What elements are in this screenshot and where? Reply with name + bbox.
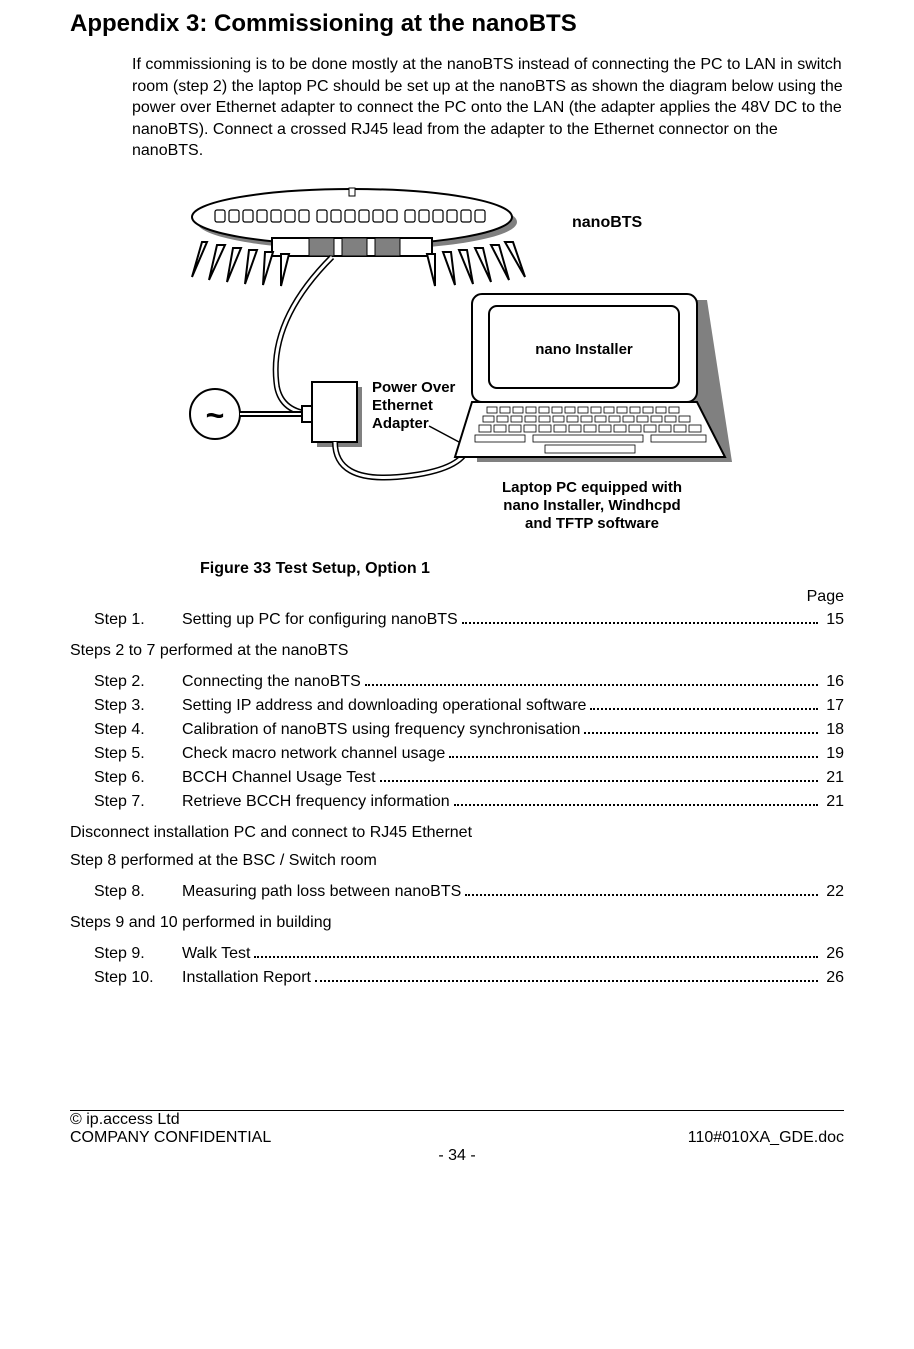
step-number: Step 5.	[94, 742, 182, 766]
toc-row: Step 5. Check macro network channel usag…	[94, 742, 844, 766]
toc-row: Step 9. Walk Test 26	[94, 942, 844, 966]
step-page: 21	[822, 766, 844, 790]
adapter-label-2: Ethernet	[372, 397, 433, 414]
leader-dots-icon	[365, 672, 818, 686]
footer-confidential: COMPANY CONFIDENTIAL	[70, 1129, 271, 1147]
adapter-leader-icon	[429, 426, 459, 442]
svg-text:~: ~	[206, 397, 225, 433]
section-note: Steps 9 and 10 performed in building	[70, 914, 844, 932]
section-note: Step 8 performed at the BSC / Switch roo…	[70, 852, 844, 870]
step-number: Step 7.	[94, 790, 182, 814]
toc-row: Step 8. Measuring path loss between nano…	[94, 880, 844, 904]
toc-row: Step 2. Connecting the nanoBTS 16	[94, 670, 844, 694]
step-page: 16	[822, 670, 844, 694]
toc-row: Step 10. Installation Report 26	[94, 966, 844, 990]
step-page: 19	[822, 742, 844, 766]
adapter-label-1: Power Over	[372, 379, 456, 396]
diagram-svg: nanoBTS ~ Power Over Ethernet Adapter	[177, 182, 737, 542]
step-page: 18	[822, 718, 844, 742]
leader-dots-icon	[454, 792, 818, 806]
step-title: Installation Report	[182, 966, 311, 990]
step-title: Check macro network channel usage	[182, 742, 445, 766]
intro-paragraph: If commissioning is to be done mostly at…	[132, 54, 844, 162]
step-title: Calibration of nanoBTS using frequency s…	[182, 718, 580, 742]
laptop-screen-text: nano Installer	[535, 341, 633, 358]
cable2-icon-inner	[335, 442, 467, 478]
toc-row: Step 7. Retrieve BCCH frequency informat…	[94, 790, 844, 814]
leader-dots-icon	[465, 882, 818, 896]
power-source-icon: ~	[190, 389, 240, 439]
laptop-caption-3: and TFTP software	[525, 515, 659, 532]
figure-diagram: nanoBTS ~ Power Over Ethernet Adapter	[70, 182, 844, 542]
step-page: 17	[822, 694, 844, 718]
step-page: 21	[822, 790, 844, 814]
step-number: Step 9.	[94, 942, 182, 966]
step-title: Measuring path loss between nanoBTS	[182, 880, 461, 904]
toc-row: Step 4. Calibration of nanoBTS using fre…	[94, 718, 844, 742]
step-number: Step 4.	[94, 718, 182, 742]
step-title: Connecting the nanoBTS	[182, 670, 361, 694]
footer-copyright: © ip.access Ltd	[70, 1111, 180, 1129]
step-number: Step 6.	[94, 766, 182, 790]
laptop-icon: nano Installer	[455, 294, 732, 462]
step-number: Step 3.	[94, 694, 182, 718]
step-page: 22	[822, 880, 844, 904]
leader-dots-icon	[254, 944, 818, 958]
step-title: Setting IP address and downloading opera…	[182, 694, 586, 718]
adapter-label-3: Adapter	[372, 415, 429, 432]
step-title: Retrieve BCCH frequency information	[182, 790, 450, 814]
leader-dots-icon	[584, 720, 818, 734]
page: Appendix 3: Commissioning at the nanoBTS…	[0, 0, 914, 1349]
laptop-caption-1: Laptop PC equipped with	[502, 479, 682, 496]
appendix-heading: Appendix 3: Commissioning at the nanoBTS	[70, 0, 844, 38]
page-label: Page	[807, 588, 844, 606]
leader-dots-icon	[449, 744, 818, 758]
toc-row: Step 6. BCCH Channel Usage Test 21	[94, 766, 844, 790]
figure-caption: Figure 33 Test Setup, Option 1	[200, 560, 844, 578]
step-page: 26	[822, 942, 844, 966]
step-number: Step 8.	[94, 880, 182, 904]
step-page: 26	[822, 966, 844, 990]
leader-dots-icon	[462, 610, 818, 624]
leader-dots-icon	[380, 768, 818, 782]
adapter-icon	[302, 382, 362, 447]
toc-row: Step 1. Setting up PC for configuring na…	[94, 608, 844, 632]
toc-row: Step 3. Setting IP address and downloadi…	[94, 694, 844, 718]
nanobts-label: nanoBTS	[572, 214, 643, 231]
step-title: BCCH Channel Usage Test	[182, 766, 376, 790]
footer-doc: 110#010XA_GDE.doc	[688, 1129, 844, 1147]
step-number: Step 2.	[94, 670, 182, 694]
step-number: Step 10.	[94, 966, 182, 990]
step-number: Step 1.	[94, 608, 182, 632]
footer-pagenum: - 34 -	[70, 1147, 844, 1165]
section-note: Steps 2 to 7 performed at the nanoBTS	[70, 642, 844, 660]
step-title: Setting up PC for configuring nanoBTS	[182, 608, 458, 632]
leader-dots-icon	[315, 968, 818, 982]
leader-dots-icon	[590, 696, 818, 710]
laptop-caption-2: nano Installer, Windhcpd	[503, 497, 680, 514]
step-page: 15	[822, 608, 844, 632]
nanobts-icon	[192, 188, 525, 286]
step-title: Walk Test	[182, 942, 250, 966]
section-note: Disconnect installation PC and connect t…	[70, 824, 844, 842]
